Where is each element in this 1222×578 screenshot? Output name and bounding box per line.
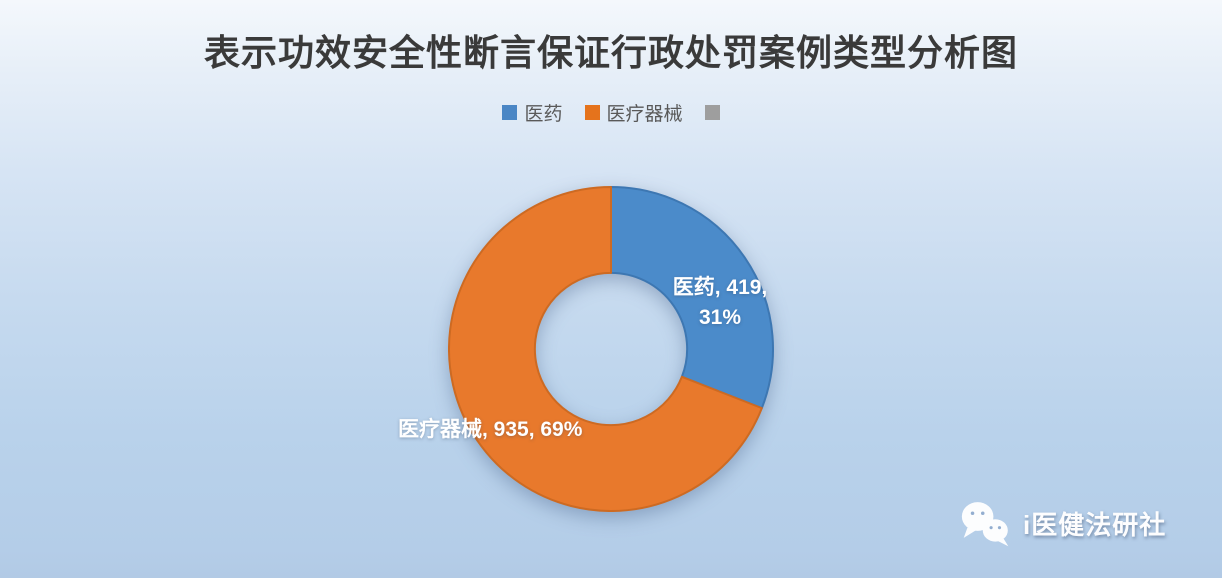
watermark-text: i医健法研社 bbox=[1023, 509, 1167, 540]
legend-item-1: 医疗器械 bbox=[584, 99, 683, 126]
legend-label: 医疗器械 bbox=[606, 104, 683, 125]
donut-slice-1 bbox=[448, 186, 763, 512]
legend-item-2 bbox=[704, 105, 720, 120]
legend-swatch bbox=[584, 105, 600, 120]
legend-item-0: 医药 bbox=[502, 99, 563, 126]
chart-title: 表示功效安全性断言保证行政处罚案例类型分析图 bbox=[203, 32, 1018, 73]
legend-swatch bbox=[704, 105, 720, 120]
wechat-icon bbox=[961, 502, 1009, 547]
legend-label: 医药 bbox=[524, 104, 563, 125]
legend-swatch bbox=[502, 105, 518, 120]
watermark: i医健法研社 bbox=[958, 497, 1166, 549]
donut-slice-0 bbox=[610, 186, 774, 410]
slice-label-device: 医疗器械, 935, 69% bbox=[398, 418, 583, 441]
slice-label-pharma: 医药, 419, 31% bbox=[672, 276, 768, 329]
chart-legend: 医药 医疗器械 bbox=[0, 99, 1222, 126]
